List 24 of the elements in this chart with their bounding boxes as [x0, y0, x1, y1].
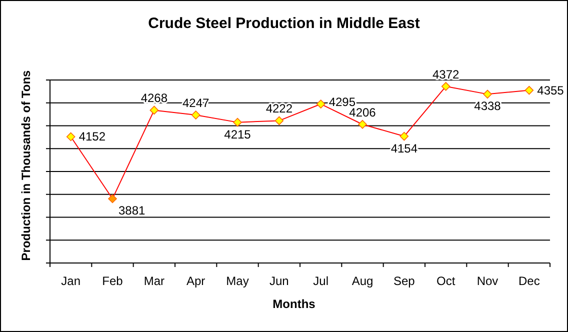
x-tick-label: Jul — [313, 274, 329, 288]
x-tick-label: Aug — [352, 274, 374, 288]
data-label: 4222 — [266, 102, 293, 116]
data-label: 4215 — [224, 127, 252, 142]
data-label: 4152 — [78, 130, 106, 144]
x-tick-label: Jan — [61, 274, 81, 288]
x-tick-label: Mar — [144, 274, 165, 288]
x-tick-label: Feb — [102, 274, 124, 288]
data-label: 4355 — [537, 83, 564, 98]
data-label: 3881 — [118, 204, 146, 218]
x-tick-label: Apr — [186, 274, 206, 288]
x-tick-label: Dec — [518, 274, 540, 288]
data-label: 4372 — [432, 67, 460, 82]
x-tick-label: Jun — [269, 274, 289, 288]
x-tick-label: Oct — [436, 274, 456, 288]
x-tick-label: May — [226, 274, 249, 288]
data-label: 4206 — [349, 105, 376, 120]
y-axis-title: Production in Thousands of Tons — [19, 70, 33, 261]
x-tick-label: Nov — [476, 274, 498, 288]
x-tick-label: Sep — [393, 274, 416, 288]
x-axis-title: Months — [272, 297, 316, 311]
data-label: 4268 — [140, 91, 168, 106]
data-label: 4338 — [474, 99, 502, 114]
chart-title: Crude Steel Production in Middle East — [148, 15, 420, 32]
